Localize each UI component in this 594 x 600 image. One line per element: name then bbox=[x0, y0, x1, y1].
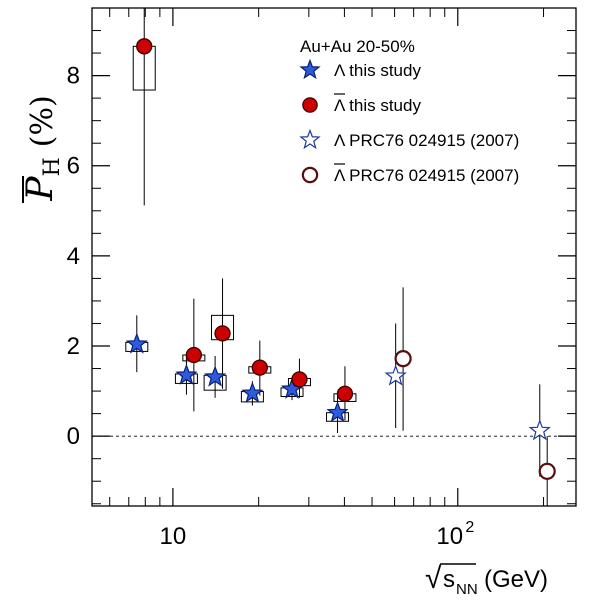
legend-label: Λ PRC76 024915 (2007) bbox=[334, 166, 519, 185]
legend-label: Λ this study bbox=[334, 96, 421, 115]
legend-marker-circle-open bbox=[301, 166, 319, 184]
data-point-circle-open bbox=[394, 350, 412, 368]
x-label-unit: (GeV) bbox=[484, 566, 548, 593]
y-tick-label: 4 bbox=[67, 243, 80, 270]
x-label-base: s bbox=[443, 566, 455, 593]
x-label-radical: √ bbox=[425, 562, 442, 595]
y-axis-label: PH (%) bbox=[20, 95, 65, 203]
y-tick-label: 2 bbox=[67, 333, 80, 360]
legend-marker-star-open bbox=[299, 128, 321, 150]
y-label-subscript: H bbox=[40, 157, 65, 176]
x-axis-label: √ s NN (GeV) bbox=[425, 562, 548, 598]
y-tick-label: 6 bbox=[67, 153, 80, 180]
data-point-circle bbox=[336, 385, 354, 402]
legend-header: Au+Au 20-50% bbox=[300, 37, 415, 56]
x-tick-exponent: 2 bbox=[465, 519, 474, 536]
svg-text:PH(%): PH (%) bbox=[20, 95, 65, 201]
legend-marker-star bbox=[299, 58, 321, 80]
data-point-circle bbox=[214, 325, 231, 342]
x-label-subscript: NN bbox=[456, 581, 478, 598]
y-tick-label: 8 bbox=[67, 63, 80, 90]
data-markers bbox=[125, 38, 556, 480]
y-tick-label: 0 bbox=[67, 423, 80, 450]
data-point-star bbox=[203, 365, 227, 387]
x-tick-label: 10 bbox=[436, 523, 463, 550]
plot-frame bbox=[91, 7, 577, 507]
legend-label: Λ PRC76 024915 (2007) bbox=[334, 131, 519, 150]
data-point-star bbox=[326, 400, 349, 423]
data-point-star bbox=[241, 381, 264, 403]
data-point-circle bbox=[291, 371, 308, 388]
data-point-star bbox=[175, 363, 198, 385]
data-point-star bbox=[125, 332, 148, 354]
legend: Au+Au 20-50% Λ this study Λ this study Λ P… bbox=[299, 37, 519, 185]
data-point-circle-open bbox=[538, 462, 556, 480]
data-point-star-open bbox=[528, 419, 551, 441]
legend-label: Λ this study bbox=[334, 61, 421, 80]
legend-marker-circle bbox=[302, 97, 318, 113]
data-point-circle bbox=[185, 346, 203, 364]
y-label-symbol: P bbox=[20, 176, 61, 202]
y-label-unit: (%) bbox=[25, 95, 60, 147]
data-point-circle bbox=[136, 38, 153, 55]
data-point-star-open bbox=[384, 364, 407, 386]
x-tick-label: 10 bbox=[160, 523, 187, 550]
data-point-circle bbox=[251, 359, 268, 376]
